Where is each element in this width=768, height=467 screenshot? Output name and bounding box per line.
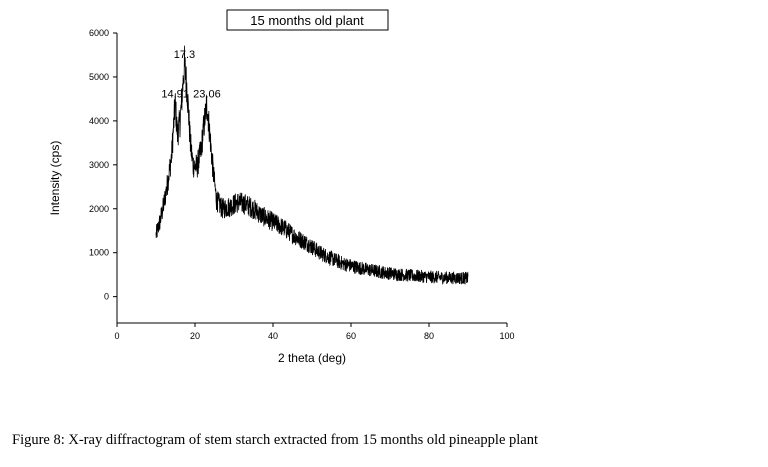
x-tick-label: 0 <box>114 331 119 341</box>
x-tick-label: 80 <box>424 331 434 341</box>
y-tick-label: 6000 <box>89 28 109 38</box>
y-tick-label: 5000 <box>89 72 109 82</box>
chart-title-group: 15 months old plant <box>226 9 389 31</box>
peak-label: 14.91 <box>161 88 189 100</box>
y-tick-label: 3000 <box>89 160 109 170</box>
x-tick-label: 20 <box>190 331 200 341</box>
series-layer <box>155 45 469 285</box>
x-axis-title: 2 theta (deg) <box>278 351 346 365</box>
x-tick-label: 60 <box>346 331 356 341</box>
y-ticks: 0 1000 2000 3000 4000 5000 6000 <box>89 28 117 302</box>
x-ticks: 0 20 40 60 80 100 <box>114 323 515 341</box>
y-tick-label: 2000 <box>89 204 109 214</box>
x-tick-label: 40 <box>268 331 278 341</box>
peak-label: 17.3 <box>174 49 195 61</box>
diffractogram-series <box>155 45 469 285</box>
axes <box>116 33 507 324</box>
y-tick-label: 0 <box>104 292 109 302</box>
y-tick-label: 4000 <box>89 116 109 126</box>
y-tick-label: 1000 <box>89 248 109 258</box>
x-tick-label: 100 <box>499 331 514 341</box>
figure-caption: Figure 8: X-ray diffractogram of stem st… <box>12 432 539 448</box>
chart-title: 15 months old plant <box>250 13 364 28</box>
chart-title-box <box>226 9 389 31</box>
y-axis-title: Intensity (cps) <box>48 141 62 216</box>
peak-label: 23.06 <box>193 88 221 100</box>
peak-annotations: 14.91 17.3 23.06 <box>161 49 220 101</box>
